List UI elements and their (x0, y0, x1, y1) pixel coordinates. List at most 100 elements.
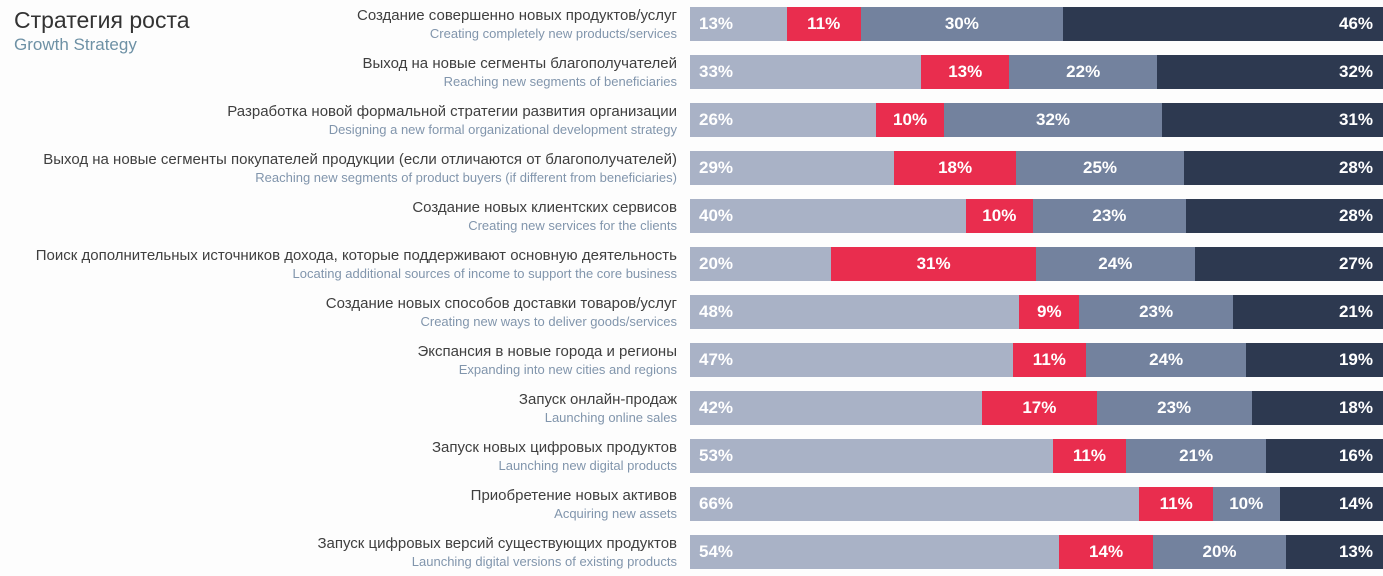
bar-segment: 18% (894, 151, 1016, 185)
bar-segment: 21% (1232, 295, 1383, 329)
row-label-en: Creating completely new products/service… (429, 26, 677, 41)
stacked-bar: 20% 31% 24% 27% (690, 247, 1383, 281)
row-label-ru: Приобретение новых активов (470, 487, 677, 504)
row-label-ru: Создание новых способов доставки товаров… (325, 295, 677, 312)
chart-row: Поиск дополнительных источников дохода, … (0, 240, 1383, 288)
bar-segment: 22% (1009, 55, 1158, 89)
bar-segment: 25% (1015, 151, 1185, 185)
stacked-bar: 42% 17% 23% 18% (690, 391, 1383, 425)
row-labels: Разработка новой формальной стратегии ра… (0, 102, 690, 138)
row-label-en: Launching new digital products (498, 458, 677, 473)
bar-segment: 19% (1246, 343, 1383, 377)
row-labels: Запуск онлайн-продаж Launching online sal… (0, 390, 690, 426)
chart-title-en: Growth Strategy (14, 35, 137, 54)
row-label-ru: Выход на новые сегменты покупателей прод… (43, 151, 677, 168)
bar-segment: 54% (690, 535, 1060, 569)
bar-segment: 21% (1126, 439, 1267, 473)
row-label-en: Launching digital versions of existing p… (411, 554, 677, 569)
bar-segment: 11% (1012, 343, 1087, 377)
bar-segment: 28% (1184, 151, 1383, 185)
stacked-bar: 53% 11% 21% 16% (690, 439, 1383, 473)
bar-segment: 27% (1194, 247, 1383, 281)
bar-segment: 23% (1096, 391, 1252, 425)
row-labels: Создание совершенно новых продуктов/услу… (0, 6, 690, 42)
bar-segment: 28% (1186, 199, 1383, 233)
bar-segment: 32% (1157, 55, 1383, 89)
row-label-ru: Создание новых клиентских сервисов (412, 199, 677, 216)
stacked-bar: 47% 11% 24% 19% (690, 343, 1383, 377)
bar-segment: 9% (1019, 295, 1080, 329)
chart-row: Запуск онлайн-продаж Launching online sal… (0, 384, 1383, 432)
bar-segment: 66% (690, 487, 1140, 521)
row-label-en: Reaching new segments of beneficiaries (443, 74, 677, 89)
chart-row: Выход на новые сегменты покупателей прод… (0, 144, 1383, 192)
row-label-ru: Поиск дополнительных источников дохода, … (35, 247, 677, 264)
bar-segment: 40% (690, 199, 966, 233)
row-label-en: Expanding into new cities and regions (458, 362, 677, 377)
bar-segment: 13% (921, 55, 1010, 89)
bar-segment: 11% (1139, 487, 1213, 521)
bar-segment: 14% (1279, 487, 1383, 521)
chart-row: Создание новых клиентских сервисов Creati… (0, 192, 1383, 240)
row-labels: Создание новых клиентских сервисов Creati… (0, 198, 690, 234)
row-label-ru: Экспансия в новые города и регионы (417, 343, 677, 360)
bar-segment: 42% (690, 391, 983, 425)
chart-row: Приобретение новых активов Acquiring new … (0, 480, 1383, 528)
bar-segment: 13% (1286, 535, 1383, 569)
bar-segment: 20% (1152, 535, 1287, 569)
stacked-bar: 13% 11% 30% 46% (690, 7, 1383, 41)
row-label-ru: Запуск цифровых версий существующих прод… (317, 535, 677, 552)
row-label-en: Creating new ways to deliver goods/servi… (420, 314, 677, 329)
bar-segment: 26% (690, 103, 877, 137)
chart-row: Экспансия в новые города и регионы Expand… (0, 336, 1383, 384)
bar-segment: 17% (982, 391, 1097, 425)
row-label-en: Acquiring new assets (554, 506, 677, 521)
bar-segment: 16% (1266, 439, 1383, 473)
row-label-ru: Создание совершенно новых продуктов/услу… (356, 7, 677, 24)
bar-segment: 24% (1086, 343, 1247, 377)
bar-segment: 47% (690, 343, 1013, 377)
row-label-en: Launching online sales (544, 410, 677, 425)
row-label-en: Creating new services for the clients (468, 218, 677, 233)
row-labels: Запуск новых цифровых продуктов Launching… (0, 438, 690, 474)
bar-segment: 13% (690, 7, 787, 41)
bar-segment: 14% (1059, 535, 1153, 569)
stacked-bar: 33% 13% 22% 32% (690, 55, 1383, 89)
row-labels: Выход на новые сегменты покупателей прод… (0, 150, 690, 186)
bar-segment: 20% (690, 247, 832, 281)
chart-row: Разработка новой формальной стратегии ра… (0, 96, 1383, 144)
bar-segment: 30% (860, 7, 1063, 41)
bar-segment: 31% (831, 247, 1036, 281)
bar-segment: 53% (690, 439, 1053, 473)
row-label-ru: Запуск онлайн-продаж (518, 391, 677, 408)
bar-segment: 23% (1032, 199, 1187, 233)
chart-row: Выход на новые сегменты благополучателей… (0, 48, 1383, 96)
row-label-ru: Разработка новой формальной стратегии ра… (227, 103, 677, 120)
chart-title-ru: Стратегия роста (14, 7, 190, 33)
stacked-bar: 26% 10% 32% 31% (690, 103, 1383, 137)
stacked-bar: 66% 11% 10% 14% (690, 487, 1383, 521)
chart-row: Создание совершенно новых продуктов/услу… (0, 0, 1383, 48)
bar-segment: 33% (690, 55, 922, 89)
row-label-en: Locating additional sources of income to… (292, 266, 677, 281)
bar-segment: 11% (1052, 439, 1127, 473)
row-label-en: Designing a new formal organizational de… (328, 122, 677, 137)
bar-segment: 10% (965, 199, 1033, 233)
bar-segment: 18% (1251, 391, 1383, 425)
row-labels: Приобретение новых активов Acquiring new … (0, 486, 690, 522)
chart-row: Запуск цифровых версий существующих прод… (0, 528, 1383, 576)
bar-segment: 10% (1212, 487, 1280, 521)
bar-segment: 32% (944, 103, 1162, 137)
stacked-bar: 54% 14% 20% 13% (690, 535, 1383, 569)
chart-title-block: Стратегия роста Growth Strategy (14, 6, 190, 56)
bar-segment: 11% (786, 7, 861, 41)
row-labels: Создание новых способов доставки товаров… (0, 294, 690, 330)
row-labels: Поиск дополнительных источников дохода, … (0, 246, 690, 282)
bar-segment: 24% (1036, 247, 1195, 281)
row-labels: Экспансия в новые города и регионы Expand… (0, 342, 690, 378)
stacked-bar: 48% 9% 23% 21% (690, 295, 1383, 329)
chart-row: Создание новых способов доставки товаров… (0, 288, 1383, 336)
bar-segment: 46% (1062, 7, 1383, 41)
row-label-ru: Выход на новые сегменты благополучателей (362, 55, 677, 72)
